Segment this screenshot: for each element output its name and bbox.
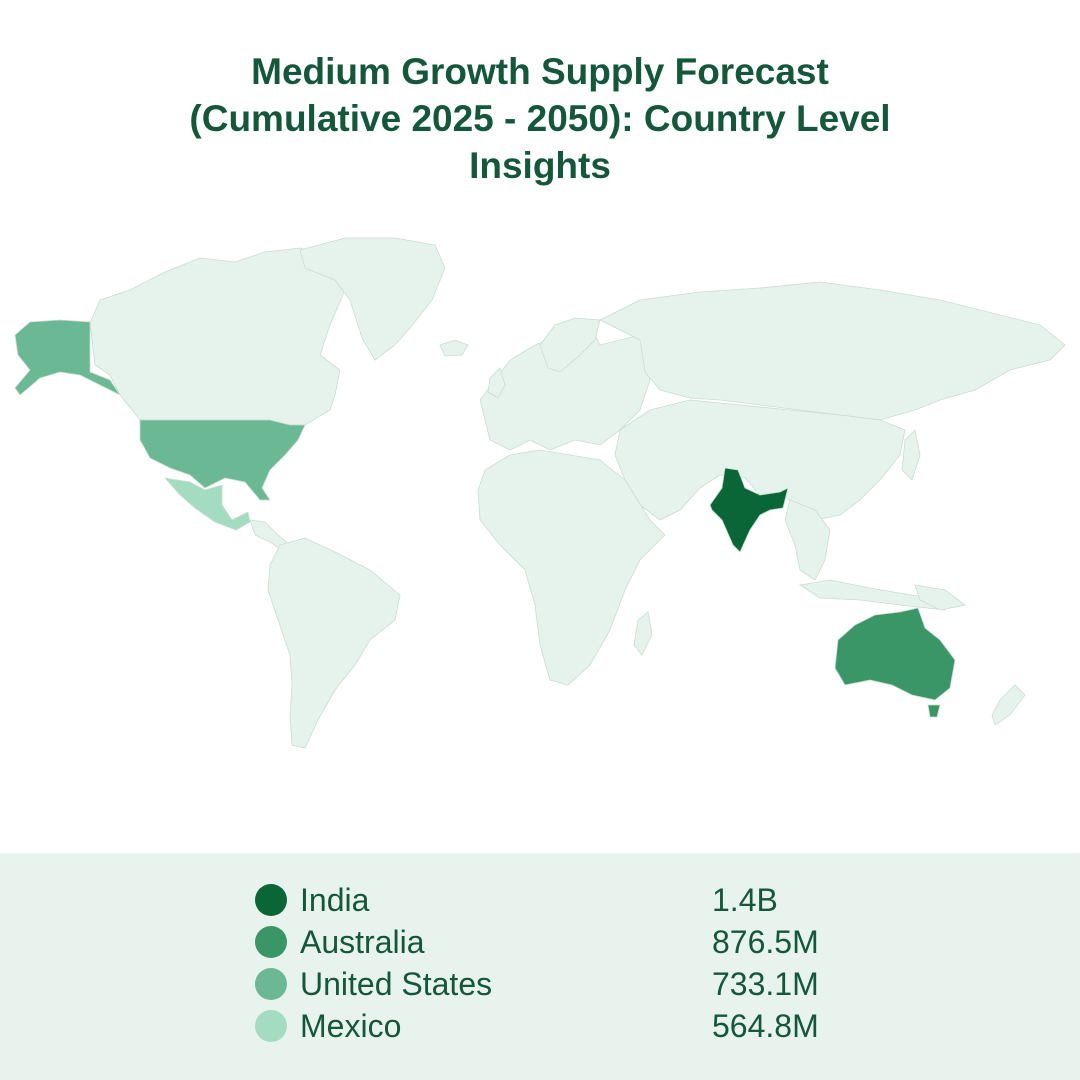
region-new-zealand[interactable] (991, 684, 1026, 726)
legend-value: 876.5M (712, 924, 819, 960)
region-iceland[interactable] (439, 339, 469, 357)
region-tasmania[interactable] (927, 704, 941, 718)
legend-swatch-india (255, 884, 287, 916)
region-europe[interactable] (479, 324, 651, 451)
title-line-1: Medium Growth Supply Forecast (251, 51, 829, 92)
region-alaska[interactable] (14, 319, 122, 397)
legend-value: 733.1M (712, 966, 819, 1002)
title-line-3: Insights (469, 145, 611, 186)
legend-value: 564.8M (712, 1008, 819, 1044)
legend-country: United States (300, 966, 493, 1002)
region-greenland[interactable] (299, 237, 446, 361)
world-map (0, 225, 1080, 765)
legend-swatch-mexico (255, 1010, 287, 1042)
region-australia[interactable] (834, 607, 956, 701)
legend-item-united-states: United States 733.1M (255, 964, 875, 1004)
legend-country: Australia (300, 924, 425, 960)
legend-item-australia: Australia 876.5M (255, 922, 875, 962)
region-south-america[interactable] (267, 537, 401, 749)
region-mexico[interactable] (163, 477, 251, 531)
region-uk[interactable] (487, 367, 506, 399)
legend-panel: India 1.4B Australia 876.5M United State… (0, 853, 1080, 1080)
region-madagascar[interactable] (633, 611, 653, 656)
legend-country: India (300, 882, 370, 918)
world-map-svg (14, 237, 1066, 749)
legend-item-mexico: Mexico 564.8M (255, 1006, 875, 1046)
region-new-guinea[interactable] (914, 584, 966, 611)
legend-item-india: India 1.4B (255, 880, 875, 920)
region-russia[interactable] (599, 281, 1066, 421)
region-canada[interactable] (89, 247, 346, 426)
region-scandinavia[interactable] (539, 317, 601, 373)
legend-swatch-united-states (255, 968, 287, 1000)
region-japan[interactable] (901, 429, 921, 481)
map-title: Medium Growth Supply Forecast (Cumulativ… (90, 48, 990, 189)
title-line-2: (Cumulative 2025 - 2050): Country Level (189, 98, 891, 139)
region-africa[interactable] (477, 449, 666, 686)
legend-swatch-australia (255, 926, 287, 958)
legend-country: Mexico (300, 1008, 402, 1044)
legend-value: 1.4B (712, 882, 778, 918)
region-southeast-asia[interactable] (784, 499, 831, 581)
region-united-states[interactable] (139, 419, 306, 501)
region-india[interactable] (709, 467, 789, 553)
